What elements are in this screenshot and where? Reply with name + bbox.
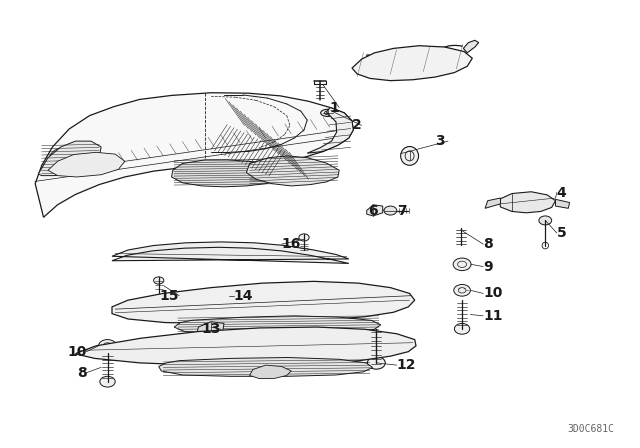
- Ellipse shape: [189, 359, 202, 365]
- Polygon shape: [352, 46, 472, 81]
- Circle shape: [366, 54, 370, 57]
- Circle shape: [430, 70, 434, 73]
- Circle shape: [430, 54, 434, 57]
- Circle shape: [398, 54, 402, 57]
- Circle shape: [414, 70, 418, 73]
- Circle shape: [384, 206, 397, 215]
- Circle shape: [100, 376, 115, 387]
- Polygon shape: [48, 152, 125, 177]
- Text: 11: 11: [483, 309, 502, 323]
- Text: 3D0C681C: 3D0C681C: [568, 424, 614, 434]
- Circle shape: [454, 323, 470, 334]
- Text: 1: 1: [330, 100, 339, 115]
- Polygon shape: [112, 242, 349, 263]
- Circle shape: [414, 62, 418, 65]
- Circle shape: [453, 258, 471, 271]
- Circle shape: [446, 70, 450, 73]
- Circle shape: [539, 216, 552, 225]
- Circle shape: [99, 340, 116, 352]
- Circle shape: [398, 62, 402, 65]
- Polygon shape: [174, 316, 381, 335]
- Polygon shape: [159, 358, 372, 376]
- Text: 12: 12: [397, 358, 416, 372]
- Ellipse shape: [401, 146, 419, 165]
- Ellipse shape: [224, 359, 237, 365]
- Circle shape: [446, 54, 450, 57]
- Polygon shape: [76, 327, 416, 365]
- Text: 3: 3: [435, 134, 445, 148]
- Text: 9: 9: [483, 259, 493, 274]
- Polygon shape: [307, 108, 353, 153]
- Text: 10: 10: [483, 286, 502, 301]
- Polygon shape: [367, 205, 383, 216]
- Text: 7: 7: [397, 203, 406, 218]
- Circle shape: [154, 277, 164, 284]
- Polygon shape: [499, 192, 556, 213]
- Polygon shape: [246, 156, 339, 186]
- Polygon shape: [38, 141, 101, 176]
- Polygon shape: [463, 40, 479, 53]
- Polygon shape: [172, 160, 285, 187]
- Text: 16: 16: [282, 237, 301, 251]
- Polygon shape: [197, 322, 224, 335]
- Circle shape: [382, 54, 386, 57]
- Polygon shape: [227, 290, 251, 304]
- Polygon shape: [250, 365, 291, 379]
- Circle shape: [299, 234, 309, 241]
- Ellipse shape: [50, 146, 92, 169]
- Circle shape: [366, 70, 370, 73]
- Text: 13: 13: [202, 322, 221, 336]
- Polygon shape: [112, 281, 415, 323]
- Text: 6: 6: [368, 203, 378, 218]
- Circle shape: [366, 62, 370, 65]
- Text: 4: 4: [557, 185, 566, 200]
- Circle shape: [414, 54, 418, 57]
- Circle shape: [382, 62, 386, 65]
- Circle shape: [446, 62, 450, 65]
- Circle shape: [382, 70, 386, 73]
- Text: 15: 15: [160, 289, 179, 303]
- Circle shape: [367, 357, 385, 369]
- Polygon shape: [556, 199, 570, 208]
- Circle shape: [454, 284, 470, 296]
- Text: 10: 10: [67, 345, 86, 359]
- Text: 5: 5: [557, 226, 566, 240]
- Polygon shape: [35, 93, 353, 217]
- Text: 2: 2: [352, 118, 362, 133]
- Ellipse shape: [307, 359, 320, 365]
- Text: 14: 14: [234, 289, 253, 303]
- Circle shape: [398, 70, 402, 73]
- Polygon shape: [485, 198, 500, 208]
- Text: 8: 8: [483, 237, 493, 251]
- Ellipse shape: [321, 109, 335, 116]
- Text: 8: 8: [77, 366, 86, 380]
- Circle shape: [430, 62, 434, 65]
